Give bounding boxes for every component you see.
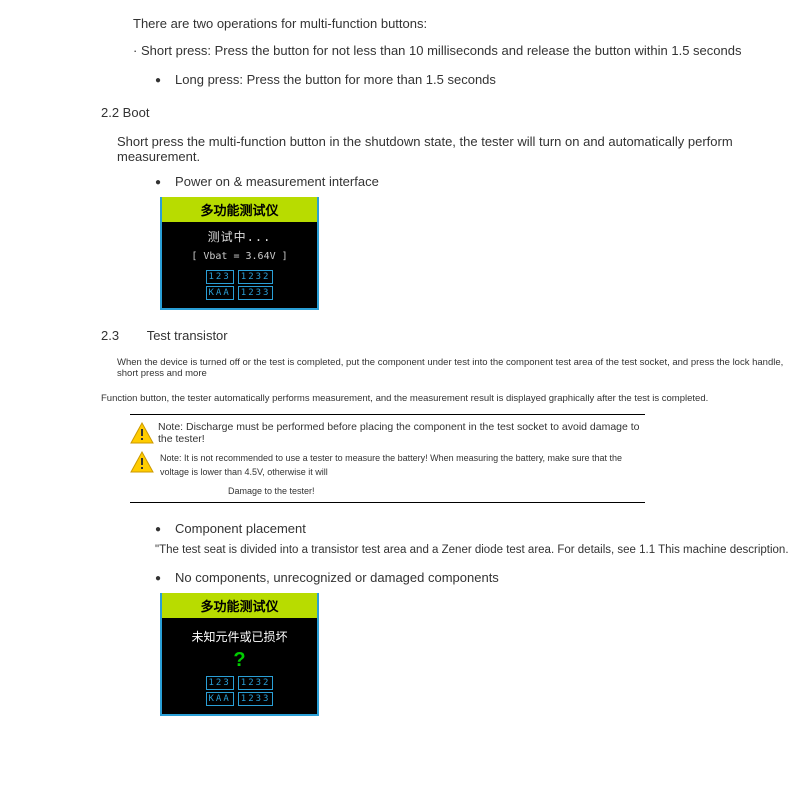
component-placement-bullet: Component placement (155, 521, 790, 536)
device2-box-2b: 1233 (238, 692, 274, 706)
section-2-3-num: 2.3 (101, 328, 119, 343)
section-2-3-p1: When the device is turned off or the tes… (117, 357, 790, 379)
note2b-text: Damage to the tester! (228, 486, 645, 496)
device2-line1: 未知元件或已损坏 (162, 624, 317, 645)
intro-text: There are two operations for multi-funct… (133, 16, 790, 31)
device1-line2: [ Vbat = 3.64V ] (162, 251, 317, 262)
warning-icon (130, 422, 154, 444)
short-press-text: · Short press: Press the button for not … (133, 43, 790, 58)
component-placement-desc: "The test seat is divided into a transis… (155, 544, 790, 556)
long-press-bullet: Long press: Press the button for more th… (155, 72, 790, 87)
warning-box: Note: Discharge must be performed before… (130, 414, 645, 503)
device1-box-2a: KAA (206, 286, 234, 300)
device1-box-1a: 123 (206, 270, 234, 284)
device-screenshot-1: 多功能测试仪 测试中... [ Vbat = 3.64V ] 123 1232 … (160, 197, 319, 310)
device2-box-1b: 1232 (238, 676, 274, 690)
device1-box-1b: 1232 (238, 270, 274, 284)
device2-box-1a: 123 (206, 676, 234, 690)
device1-title: 多功能测试仪 (162, 197, 317, 222)
warning-icon (130, 451, 154, 473)
device1-line1: 测试中... (162, 228, 317, 245)
section-2-3-title: Test transistor (147, 328, 228, 343)
no-components-bullet: No components, unrecognized or damaged c… (155, 570, 790, 585)
section-2-2-heading: 2.2 Boot (101, 105, 790, 120)
device2-question-mark: ? (162, 649, 317, 672)
section-2-2-desc: Short press the multi-function button in… (117, 134, 790, 164)
power-on-bullet: Power on & measurement interface (155, 174, 790, 189)
device-screenshot-2: 多功能测试仪 未知元件或已损坏 ? 123 1232 KAA 1233 (160, 593, 319, 716)
note2-text: Note: It is not recommended to use a tes… (160, 451, 645, 480)
note1-text: Note: Discharge must be performed before… (158, 421, 645, 445)
device1-box-2b: 1233 (238, 286, 274, 300)
device2-box-2a: KAA (206, 692, 234, 706)
device2-title: 多功能测试仪 (162, 593, 317, 618)
section-2-3-p2: Function button, the tester automaticall… (101, 393, 790, 404)
